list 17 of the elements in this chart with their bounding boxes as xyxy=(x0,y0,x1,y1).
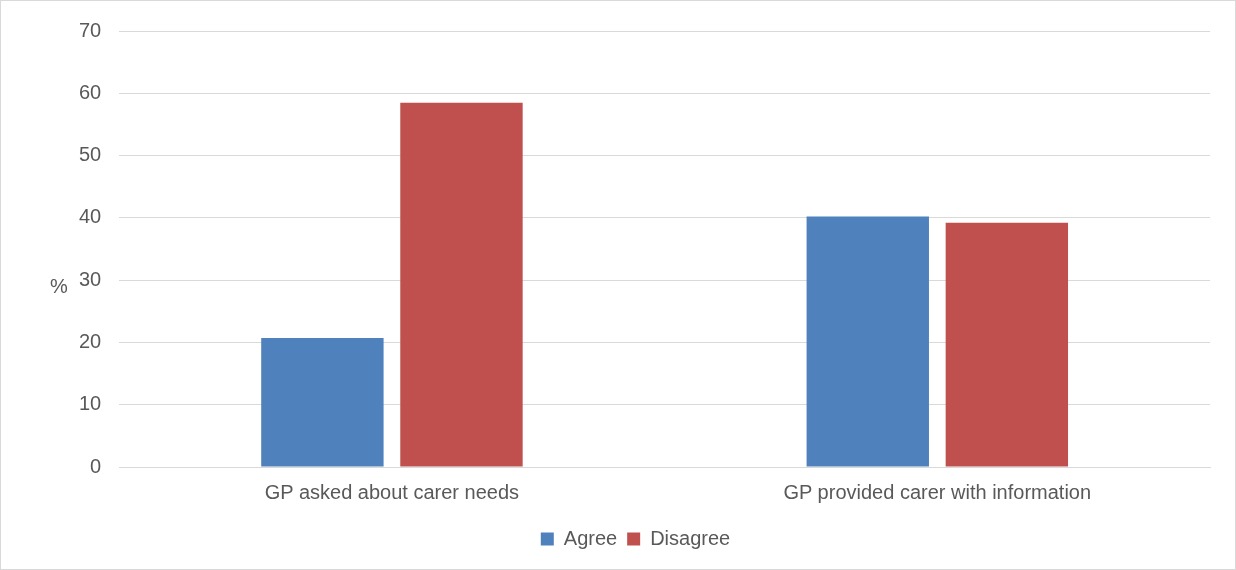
y-tick-label: 0 xyxy=(90,454,102,477)
bar xyxy=(806,216,929,467)
x-tick-label: GP asked about carer needs xyxy=(264,480,520,503)
y-tick-label: 60 xyxy=(79,80,102,103)
y-axis-title: % xyxy=(50,274,69,297)
bar xyxy=(261,338,384,467)
y-tick-label: 30 xyxy=(79,267,102,290)
x-tick-label: GP provided carer with information xyxy=(783,480,1092,503)
legend-label: Agree xyxy=(563,526,618,549)
bar xyxy=(400,102,523,467)
y-tick-label: 40 xyxy=(79,205,102,228)
y-tick-label: 70 xyxy=(79,18,102,41)
y-tick-label: 20 xyxy=(79,329,102,352)
y-tick-label: 10 xyxy=(79,392,102,415)
legend-label: Disagree xyxy=(650,526,731,549)
y-tick-label: 50 xyxy=(79,143,102,166)
bar xyxy=(945,222,1069,467)
